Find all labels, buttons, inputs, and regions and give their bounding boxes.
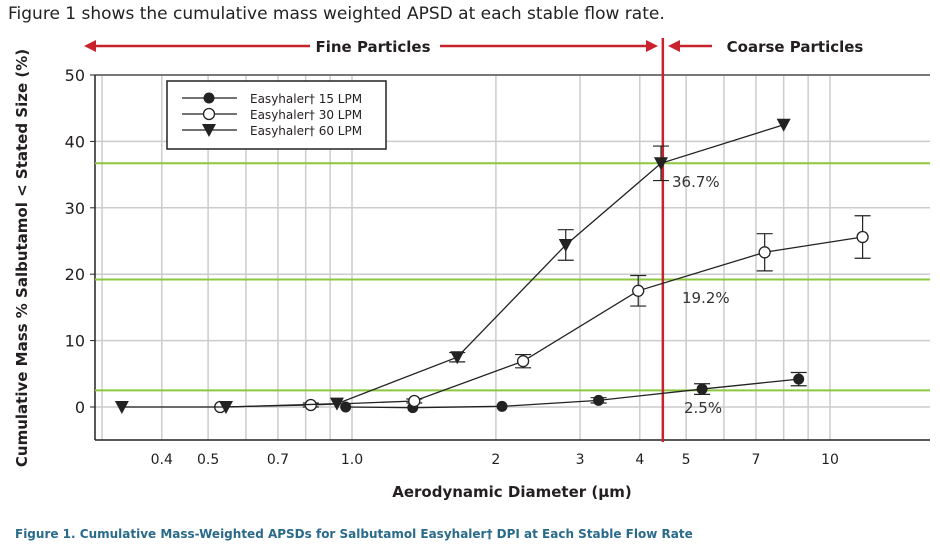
apsd-chart: 0 10 20 30 40 50 0.4 0.5 0.7 1.0 2 3 4 5 7 10 Aerodynami… xyxy=(13,38,930,501)
data-point-filled-circle xyxy=(593,394,605,406)
x-tick-label: 1.0 xyxy=(341,452,363,468)
intro-text: Figure 1 shows the cumulative mass weigh… xyxy=(8,4,665,24)
reference-label: 36.7% xyxy=(672,173,720,191)
x-tick-label: 2 xyxy=(491,452,500,468)
data-point-open-circle xyxy=(758,246,771,259)
series-line xyxy=(345,378,799,409)
data-point-open-circle xyxy=(632,284,645,297)
data-point-open-circle xyxy=(408,394,421,408)
x-tick-label: 0.7 xyxy=(267,452,289,468)
y-axis-label: Cumulative Mass % Salbutamol < Stated Si… xyxy=(13,49,31,467)
data-point-filled-circle xyxy=(696,383,708,395)
y-tick-label: 10 xyxy=(65,332,85,351)
y-tick-label: 40 xyxy=(65,132,85,151)
x-tick-label: 4 xyxy=(635,452,644,468)
data-point-triangle-down xyxy=(776,118,791,132)
data-point-open-circle xyxy=(516,355,530,368)
data-point-filled-circle xyxy=(496,400,508,412)
figure-caption: Figure 1. Cumulative Mass-Weighted APSDs… xyxy=(15,527,693,541)
arrowhead-icon xyxy=(668,40,680,52)
arrowhead-icon xyxy=(84,40,96,52)
data-point-triangle-down xyxy=(653,157,668,171)
y-tick-label: 0 xyxy=(75,398,85,417)
x-tick-label: 0.4 xyxy=(151,452,173,468)
series-line xyxy=(220,236,863,408)
data-point-triangle-down xyxy=(218,401,233,414)
legend-marker-open-circle xyxy=(202,107,216,121)
data-point-triangle-down xyxy=(450,351,465,365)
y-tick-label: 20 xyxy=(65,265,85,284)
legend-label: Easyhaler† 15 LPM xyxy=(250,92,362,106)
data-point-triangle-down xyxy=(329,397,344,411)
x-axis-label: Aerodynamic Diameter (µm) xyxy=(392,483,632,501)
arrowhead-icon xyxy=(646,40,658,52)
data-point-triangle-down xyxy=(114,401,129,414)
x-tick-label: 3 xyxy=(576,452,585,468)
legend-label: Easyhaler† 30 LPM xyxy=(250,108,362,122)
x-tick-label: 10 xyxy=(821,452,839,468)
x-tick-label: 5 xyxy=(682,452,691,468)
y-tick-label: 50 xyxy=(65,66,85,85)
reference-label: 2.5% xyxy=(684,399,722,417)
x-tick-label: 7 xyxy=(751,452,760,468)
legend-label: Easyhaler† 60 LPM xyxy=(250,124,362,138)
data-point-open-circle xyxy=(856,230,869,244)
legend-marker-filled-circle xyxy=(203,92,215,104)
series-line xyxy=(121,124,784,408)
x-tick-label: 0.5 xyxy=(197,452,219,468)
data-point-filled-circle xyxy=(793,373,805,385)
reference-label: 19.2% xyxy=(682,289,730,307)
fine-particles-label: Fine Particles xyxy=(315,38,430,56)
data-point-triangle-down xyxy=(558,238,573,252)
coarse-particles-label: Coarse Particles xyxy=(727,38,864,56)
legend-marker-triangle-down xyxy=(202,124,216,137)
y-tick-label: 30 xyxy=(65,199,85,218)
